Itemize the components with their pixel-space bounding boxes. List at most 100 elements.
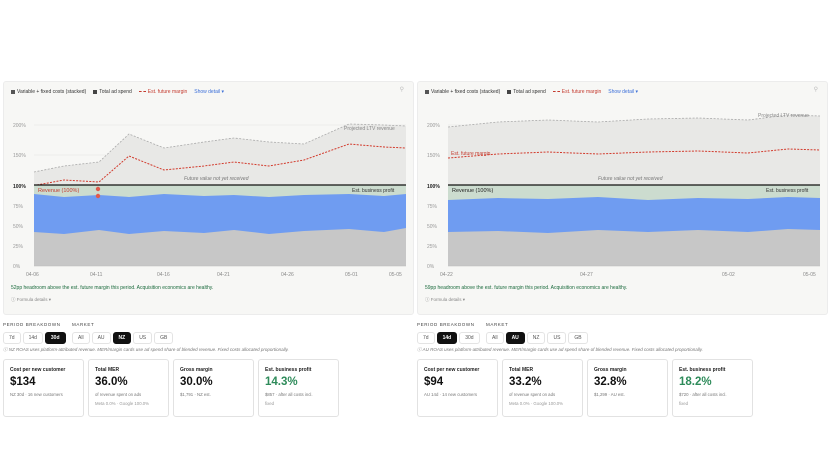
x-axis-ticks: 04-06 04-11 04-16 04-21 04-26 05-01 05-0… [26,272,402,278]
legend-adspend: Total ad spend [507,89,546,95]
card-title: Est. business profit [679,367,726,373]
breakdown-controls-right: PERIOD BREAKDOWN MARKET 7d 14d 30d All A… [417,322,826,462]
chart-legend: Variable + fixed costs (stacked) Total a… [11,89,224,95]
formula-details-toggle[interactable]: ⓘ Formula details ▾ [11,297,52,302]
period-selector: 7d 14d 30d [3,332,66,344]
projected-ltv-area [34,124,406,185]
market-nz[interactable]: NZ [526,332,546,344]
y-tick: 50% [427,224,438,230]
card-title: Est. business profit [265,367,312,373]
formula-details-toggle[interactable]: ⓘ Formula details ▾ [425,297,466,302]
period-7d[interactable]: 7d [417,332,435,344]
x-tick: 05-01 [345,272,358,278]
card-est-profit: Est. business profit 14.3% $857 · after … [258,359,339,417]
card-sub: $1,791 · NZ est. [180,392,211,397]
market-label: MARKET [486,322,509,327]
period-7d[interactable]: 7d [3,332,21,344]
headroom-text: 52pp headroom above the est. future marg… [11,285,214,291]
period-selector: 7d 14d 30d [417,332,480,344]
market-au[interactable]: AU [91,332,111,344]
y-tick: 75% [13,204,24,210]
y-tick: 100% [13,184,26,190]
card-gross-margin: Gross margin 32.8% $1,299 · AU est. [587,359,668,417]
chart-legend: Variable + fixed costs (stacked) Total a… [425,89,638,95]
card-sub: $720 · after all costs incl. [679,392,727,397]
card-title: Gross margin [594,367,627,373]
market-us[interactable]: US [133,332,153,344]
est-future-margin-line [36,143,407,186]
pin-icon[interactable]: ⚲ [813,87,818,93]
period-30d[interactable]: 30d [459,332,480,344]
card-value: 14.3% [265,376,298,388]
market-all[interactable]: All [72,332,90,344]
market-gb[interactable]: GB [154,332,174,344]
projected-ltv-line [447,114,821,128]
card-cost-per-customer: Cost per new customer $94 AU 14d · 14 ne… [417,359,498,417]
x-tick: 04-06 [26,272,39,278]
projected-ltv-area [448,115,820,185]
x-tick: 04-26 [281,272,294,278]
period-14d[interactable]: 14d [22,332,43,344]
x-tick: 04-22 [440,272,453,278]
future-margin-label: Est. future margin [451,151,491,157]
card-gross-margin: Gross margin 30.0% $1,791 · NZ est. [173,359,254,417]
margin-marker[interactable] [95,186,101,192]
card-sub: $857 · after all costs incl. [265,392,313,397]
legend-margin: Est. future margin [138,89,187,95]
market-selector: All AU NZ US GB [72,332,174,344]
breakdown-controls-left: PERIOD BREAKDOWN MARKET 7d 14d 30d All A… [3,322,412,462]
card-value: 33.2% [509,376,542,388]
legend-margin: Est. future margin [552,89,601,95]
roas-note: ⓘ AU ROAS uses platform-attributed reven… [417,347,703,352]
revenue-chart-left: 200% 150% Projected LTV revenue Future v… [13,123,407,278]
y-tick: 0% [13,264,21,270]
y-tick: 150% [13,153,26,159]
card-value: 32.8% [594,376,627,388]
card-sub: $1,299 · AU est. [594,392,625,397]
show-detail-button[interactable]: Show detail ▾ [194,89,224,95]
market-all[interactable]: All [486,332,504,344]
legend-stacked: Variable + fixed costs (stacked) [425,89,500,95]
market-gb[interactable]: GB [568,332,588,344]
card-title: Total MER [95,367,120,373]
est-future-margin-line [447,148,821,159]
show-detail-button[interactable]: Show detail ▾ [608,89,638,95]
card-sub: AU 14d · 14 new customers [424,392,478,397]
period-30d[interactable]: 30d [44,332,66,344]
margin-marker[interactable] [95,193,101,199]
card-title: Cost per new customer [10,367,66,373]
card-cost-per-customer: Cost per new customer $134 NZ 30d · 16 n… [3,359,84,417]
y-tick: 50% [13,224,24,230]
card-value: $94 [424,376,444,388]
card-est-profit: Est. business profit 18.2% $720 · after … [672,359,753,417]
card-title: Total MER [509,367,534,373]
roas-note: ⓘ NZ ROAS uses platform-attributed reven… [3,347,289,352]
pin-icon[interactable]: ⚲ [399,87,404,93]
period-14d[interactable]: 14d [436,332,458,344]
y-tick: 25% [13,244,24,250]
card-sub: of revenue spent on ads [95,392,142,397]
chart-panel-right: Variable + fixed costs (stacked) Total a… [417,81,828,315]
y-tick: 150% [427,153,440,159]
est-profit-label: Est. business profit [352,188,395,194]
card-sub2: Meta 0.0% · Google 100.0% [509,401,563,406]
est-profit-label: Est. business profit [766,188,809,194]
market-nz[interactable]: NZ [112,332,132,344]
x-tick: 05-05 [803,272,816,278]
chart-panel-left: Variable + fixed costs (stacked) Total a… [3,81,414,315]
market-au[interactable]: AU [505,332,525,344]
period-breakdown-label: PERIOD BREAKDOWN [3,322,61,327]
x-tick: 04-16 [157,272,170,278]
market-label: MARKET [72,322,95,327]
card-value: 30.0% [180,376,213,388]
card-sub2: fixed [679,401,689,406]
x-tick: 04-21 [217,272,230,278]
y-tick: 25% [427,244,438,250]
market-selector: All AU NZ US GB [486,332,588,344]
y-tick: 200% [427,123,440,129]
market-us[interactable]: US [547,332,567,344]
card-title: Gross margin [180,367,213,373]
future-value-note: Future value not yet received [598,176,663,182]
y-tick: 75% [427,204,438,210]
revenue-label: Revenue (100%) [452,188,493,194]
